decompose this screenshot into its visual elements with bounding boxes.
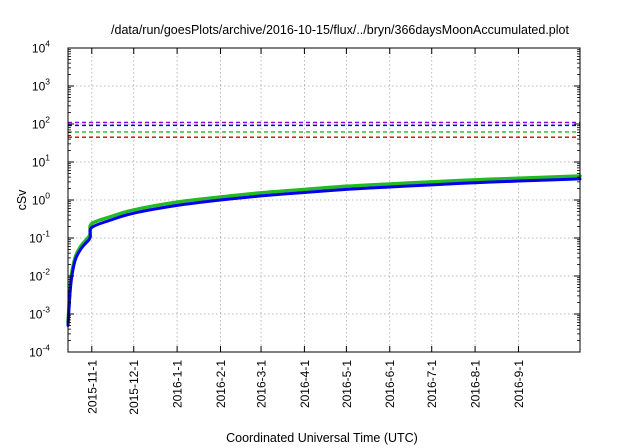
x-tick-label: 2016-2-1 — [214, 360, 228, 408]
y-tick-label: 10-2 — [29, 267, 50, 284]
x-axis-label: Coordinated Universal Time (UTC) — [226, 431, 418, 445]
y-tick-label: 10-1 — [29, 229, 50, 246]
y-tick-label: 101 — [32, 153, 50, 170]
y-axis-label: cSv — [15, 189, 29, 211]
x-tick-label: 2016-6-1 — [383, 360, 397, 408]
x-tick-label: 2016-7-1 — [425, 360, 439, 408]
y-tick-label: 100 — [32, 191, 50, 208]
y-tick-labels: 10-4 10-3 10-2 10-1 100 101 102 103 104 — [29, 39, 50, 360]
y-tick-label: 104 — [32, 39, 50, 56]
x-tick-label: 2016-1-1 — [171, 360, 185, 408]
x-tick-labels: 2015-11-1 2015-12-1 2016-1-1 2016-2-1 2016-3… — [85, 360, 526, 415]
grid — [68, 48, 580, 352]
chart-title: /data/run/goesPlots/archive/2016-10-15/f… — [111, 23, 569, 37]
x-tick-label: 2016-8-1 — [469, 360, 483, 408]
x-tick-label: 2015-12-1 — [127, 360, 141, 415]
y-tick-label: 10-3 — [29, 305, 50, 322]
series-line — [66, 174, 582, 325]
y-tick-label: 103 — [32, 77, 50, 94]
axis-ticks — [68, 47, 580, 353]
reference-lines — [68, 121, 580, 138]
x-tick-label: 2016-4-1 — [298, 360, 312, 408]
y-tick-label: 102 — [32, 115, 50, 132]
series-line — [66, 177, 582, 327]
series-lines — [66, 174, 582, 327]
x-tick-label: 2015-11-1 — [85, 360, 99, 414]
x-tick-label: 2016-5-1 — [340, 360, 354, 408]
y-tick-label: 10-4 — [29, 343, 50, 360]
x-tick-label: 2016-9-1 — [512, 360, 526, 408]
x-tick-label: 2016-3-1 — [255, 360, 269, 408]
